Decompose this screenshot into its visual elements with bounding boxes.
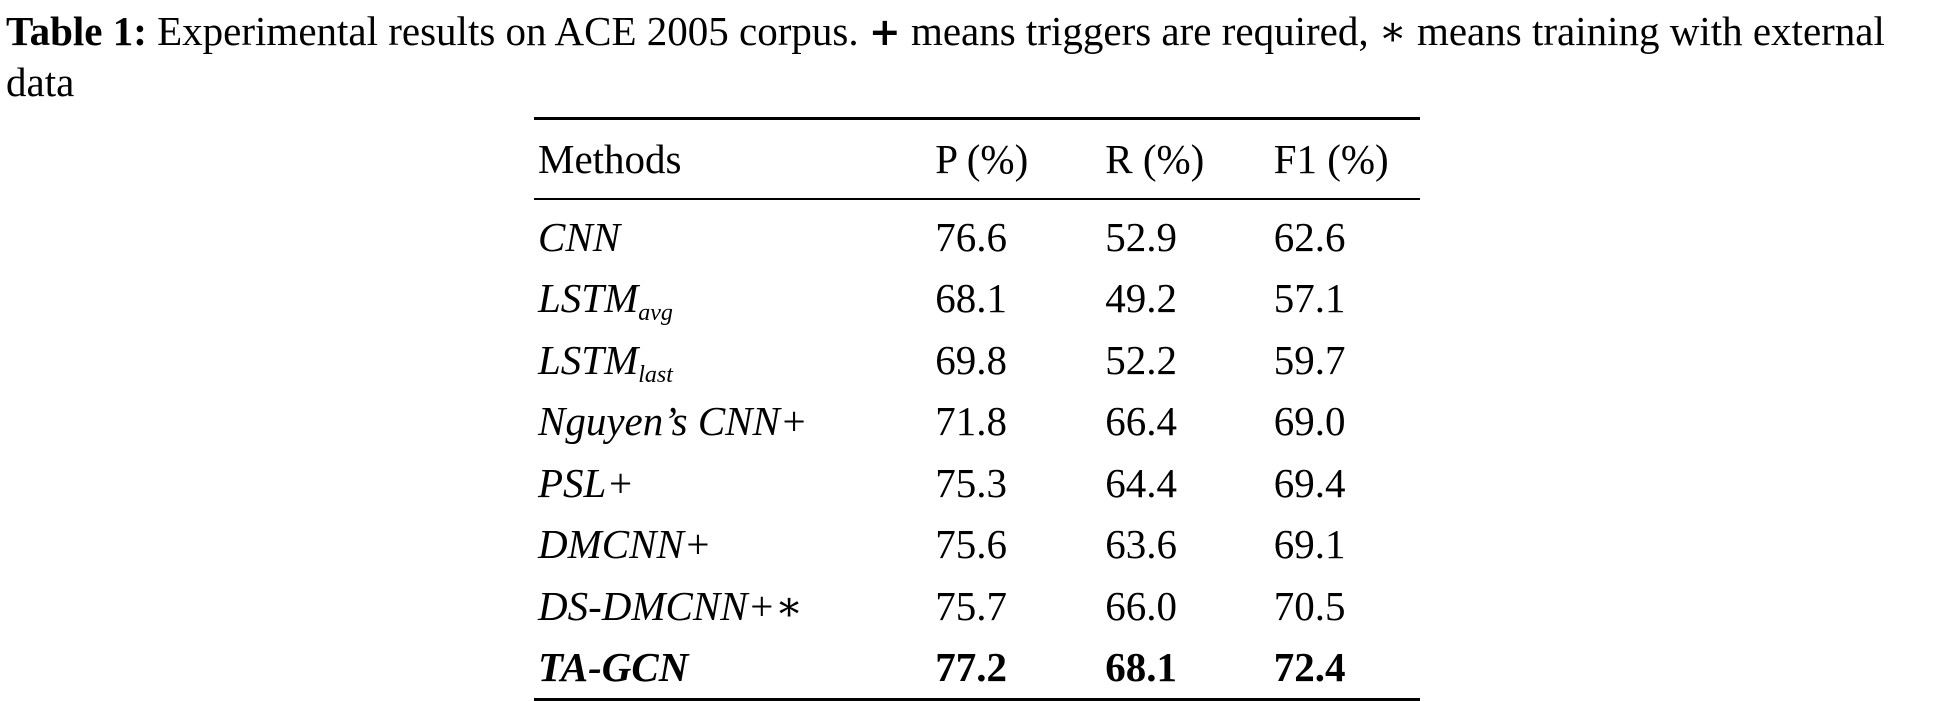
table-row: CNN 76.6 52.9 62.6	[534, 199, 1420, 268]
table-caption: Table 1: Experimental results on ACE 200…	[6, 6, 1946, 107]
method-cell: Nguyen’s CNN+	[534, 391, 931, 453]
precision-cell: 76.6	[935, 213, 1007, 260]
method-subscript: avg	[638, 300, 673, 327]
precision-cell: 69.8	[935, 336, 1007, 383]
recall-cell: 49.2	[1105, 275, 1178, 322]
method-name: Nguyen’s CNN+	[538, 398, 808, 445]
recall-cell: 64.4	[1105, 459, 1178, 506]
f1-cell: 69.4	[1273, 459, 1346, 506]
method-cell: PSL+	[534, 452, 931, 514]
f1-cell: 70.5	[1273, 582, 1346, 629]
method-cell: DMCNN+	[534, 514, 931, 576]
table-row: DMCNN+ 75.6 63.6 69.1	[534, 514, 1420, 576]
table-row: LSTMlast 69.8 52.2 59.7	[534, 329, 1420, 391]
header-methods: Methods	[538, 136, 682, 182]
precision-cell: 77.2	[935, 644, 1007, 691]
header-recall: R (%)	[1105, 136, 1205, 182]
precision-cell: 68.1	[935, 275, 1007, 322]
header-precision: P (%)	[935, 136, 1029, 182]
method-subscript: last	[638, 361, 673, 388]
recall-cell: 66.0	[1105, 582, 1178, 629]
caption-text-1: Experimental results on ACE 2005 corpus.	[146, 8, 869, 54]
f1-cell: 59.7	[1273, 336, 1346, 383]
f1-cell: 62.6	[1273, 213, 1346, 260]
plus-symbol: +	[868, 10, 901, 54]
header-f1: F1 (%)	[1273, 136, 1389, 182]
method-cell: TA-GCN	[534, 637, 931, 700]
precision-cell: 75.7	[935, 582, 1007, 629]
method-name: PSL+	[538, 459, 635, 506]
recall-cell: 68.1	[1105, 644, 1178, 691]
method-name: TA-GCN	[538, 644, 689, 691]
caption-text-3: means training with external data	[6, 8, 1885, 105]
star-symbol: ∗	[1378, 8, 1407, 54]
caption-label: Table 1:	[6, 8, 147, 54]
table-row: Nguyen’s CNN+ 71.8 66.4 69.0	[534, 391, 1420, 453]
results-table: Methods P (%) R (%) F1 (%) CNN 76.6 52.9…	[534, 117, 1420, 701]
table-row: DS-DMCNN+∗ 75.7 66.0 70.5	[534, 575, 1420, 637]
recall-cell: 52.9	[1105, 213, 1178, 260]
f1-cell: 72.4	[1273, 644, 1346, 691]
recall-cell: 63.6	[1105, 521, 1178, 568]
precision-cell: 75.6	[935, 521, 1007, 568]
precision-cell: 71.8	[935, 398, 1007, 445]
f1-cell: 69.1	[1273, 521, 1346, 568]
method-name: CNN	[538, 213, 621, 260]
method-cell: LSTMlast	[534, 329, 931, 391]
table-row: PSL+ 75.3 64.4 69.4	[534, 452, 1420, 514]
method-name: LSTM	[538, 336, 639, 383]
method-name: DMCNN+	[538, 521, 712, 568]
method-cell: CNN	[534, 199, 931, 268]
f1-cell: 69.0	[1273, 398, 1346, 445]
precision-cell: 75.3	[935, 459, 1007, 506]
method-name: LSTM	[538, 275, 639, 322]
method-cell: DS-DMCNN+∗	[534, 575, 931, 637]
table-row: LSTMavg 68.1 49.2 57.1	[534, 268, 1420, 330]
method-name: DS-DMCNN+∗	[538, 582, 804, 629]
method-cell: LSTMavg	[534, 268, 931, 330]
header-row: Methods P (%) R (%) F1 (%)	[534, 118, 1420, 199]
caption-text-2: means triggers are required,	[900, 8, 1379, 54]
table-row-best: TA-GCN 77.2 68.1 72.4	[534, 637, 1420, 700]
f1-cell: 57.1	[1273, 275, 1346, 322]
recall-cell: 52.2	[1105, 336, 1178, 383]
recall-cell: 66.4	[1105, 398, 1178, 445]
